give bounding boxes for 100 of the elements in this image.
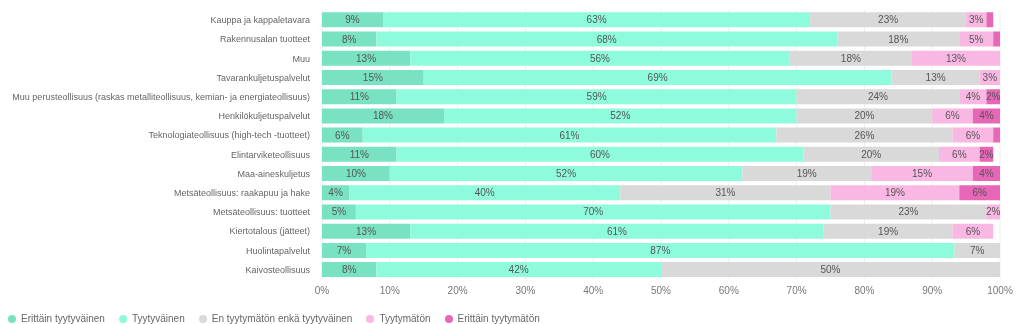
data-label: 50% xyxy=(820,264,841,276)
y-tick-label: Kaivosteollisuus xyxy=(245,264,311,275)
bar xyxy=(776,127,953,143)
y-tick-label: Elintarviketeollisuus xyxy=(230,149,311,160)
data-label: 31% xyxy=(715,187,736,199)
data-label: 6% xyxy=(335,129,350,141)
data-label: 40% xyxy=(474,187,495,199)
data-label: 6% xyxy=(952,148,967,160)
data-label: 6% xyxy=(945,110,960,122)
data-label: 70% xyxy=(583,206,604,218)
x-tick-label: 40% xyxy=(583,285,604,297)
bar xyxy=(789,50,912,66)
data-label: 24% xyxy=(867,91,889,103)
data-label: 3% xyxy=(982,72,998,83)
y-tick-label: Rakennusalan tuotteet xyxy=(219,34,311,45)
data-label: 69% xyxy=(647,72,668,83)
data-label: 20% xyxy=(854,110,875,122)
data-label: 63% xyxy=(586,14,607,26)
x-tick-label: 20% xyxy=(447,285,468,297)
bar xyxy=(823,223,953,239)
bar xyxy=(803,146,939,162)
data-label: 11% xyxy=(349,148,370,160)
y-tick-label: Huolintapalvelut xyxy=(245,245,311,256)
bar xyxy=(796,108,933,124)
data-label: 9% xyxy=(345,14,360,26)
data-label: 23% xyxy=(878,14,899,26)
bar xyxy=(830,185,960,201)
bar xyxy=(396,89,797,105)
data-label: 19% xyxy=(796,168,817,180)
data-label: 13% xyxy=(356,52,377,64)
bar xyxy=(322,12,384,28)
bar xyxy=(661,262,1000,278)
bar xyxy=(322,50,411,66)
bar xyxy=(322,69,424,85)
data-label: 59% xyxy=(586,91,607,103)
bar xyxy=(837,31,960,47)
x-tick-label: 60% xyxy=(718,285,739,297)
data-label: 18% xyxy=(373,110,394,122)
y-tick-label: Kauppa ja kappaletavara xyxy=(210,15,310,26)
x-tick-label: 0% xyxy=(314,285,330,297)
bar xyxy=(993,31,1000,47)
x-tick-label: 50% xyxy=(650,285,672,297)
data-label: 52% xyxy=(610,110,631,122)
bar xyxy=(389,166,743,182)
data-label: 6% xyxy=(965,129,981,141)
y-tick-label: Henkilökuljetuspalvelut xyxy=(218,111,311,122)
bar xyxy=(376,262,661,278)
data-label: 61% xyxy=(606,225,628,237)
data-label: 87% xyxy=(650,244,671,256)
data-label: 26% xyxy=(854,129,875,141)
bar xyxy=(383,12,811,28)
data-label: 23% xyxy=(898,206,919,218)
x-tick-label: 80% xyxy=(854,285,875,297)
y-tick-label: Metsäteollisuus: tuotteet xyxy=(212,207,311,218)
data-label: 56% xyxy=(589,52,611,64)
data-label: 68% xyxy=(596,33,617,45)
data-label: 2% xyxy=(985,91,1001,103)
y-tick-label: Teknologiateollisuus (high-tech -tuotteet) xyxy=(148,130,310,141)
x-tick-label: 30% xyxy=(515,285,536,297)
legend-label: Erittäin tyytyväinen xyxy=(21,313,105,324)
bar xyxy=(620,185,831,201)
data-label: 2% xyxy=(985,206,1001,218)
data-label: 3% xyxy=(969,14,984,26)
y-tick-label: Tavarankuljetuspalvelut xyxy=(216,72,311,83)
x-tick-label: 70% xyxy=(786,285,807,297)
bar xyxy=(911,50,1000,66)
bar xyxy=(986,12,994,28)
data-label: 6% xyxy=(972,187,987,199)
data-label: 10% xyxy=(345,168,367,180)
bar xyxy=(355,204,831,220)
data-label: 19% xyxy=(878,225,899,237)
bar xyxy=(322,223,411,239)
data-label: 18% xyxy=(840,52,861,64)
bar xyxy=(322,89,397,105)
legend-label: En tyytymätön enkä tyytyväinen xyxy=(211,313,353,324)
data-label: 4% xyxy=(965,91,981,103)
legend-label: Tyytymätön xyxy=(379,313,431,324)
data-label: 13% xyxy=(356,225,377,237)
bar xyxy=(410,50,790,66)
data-label: 18% xyxy=(888,33,909,45)
data-label: 4% xyxy=(328,187,343,199)
bar xyxy=(410,223,824,239)
y-tick-label: Metsäteollisuus: raakapuu ja hake xyxy=(173,188,310,199)
bar xyxy=(871,166,973,182)
bar xyxy=(376,31,838,47)
bar xyxy=(396,146,804,162)
bar xyxy=(891,69,980,85)
bar xyxy=(322,108,445,124)
y-tick-label: Muu xyxy=(292,53,310,64)
data-label: 8% xyxy=(341,264,357,276)
data-label: 11% xyxy=(349,91,370,103)
data-label: 60% xyxy=(589,148,611,160)
data-label: 19% xyxy=(884,187,906,199)
bar xyxy=(796,89,960,105)
data-label: 7% xyxy=(336,244,352,256)
data-label: 13% xyxy=(925,72,946,83)
data-label: 42% xyxy=(508,264,529,276)
y-tick-label: Muu perusteollisuus (raskas metalliteollisuus, kemian- ja energiateollisuus) xyxy=(12,91,310,102)
data-label: 15% xyxy=(912,168,933,180)
x-tick-label: 100% xyxy=(987,285,1013,297)
